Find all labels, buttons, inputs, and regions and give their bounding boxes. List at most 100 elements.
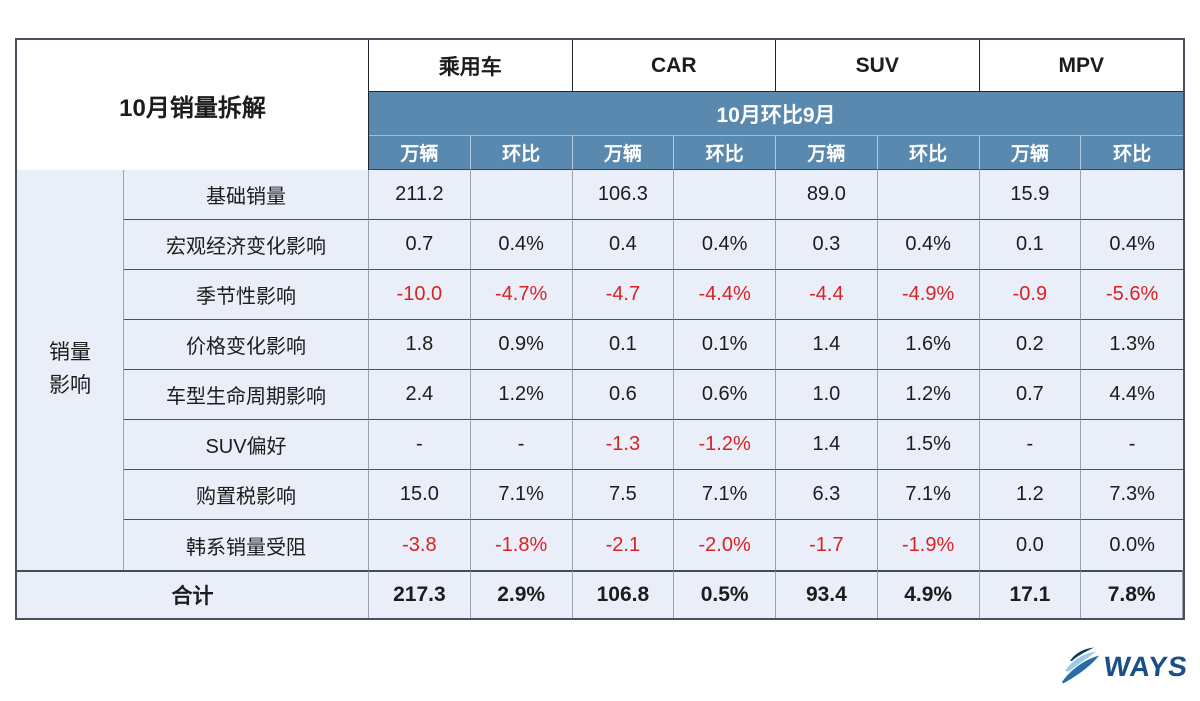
- value-cell: 1.6%: [877, 320, 980, 370]
- value-cell: 7.3%: [1081, 470, 1183, 520]
- sub-header-mom: 环比: [877, 136, 980, 170]
- row-group-label-line: 销量: [49, 341, 91, 365]
- value-cell: 211.2: [369, 170, 471, 220]
- value-cell: -1.7: [776, 520, 878, 570]
- value-cell: 0.6: [572, 370, 675, 420]
- value-cell: 0.3: [776, 220, 878, 270]
- value-cell: 6.3: [776, 470, 878, 520]
- value-cell: -2.1: [572, 520, 675, 570]
- value-cell: -1.9%: [877, 520, 980, 570]
- value-cell: 0.4%: [877, 220, 980, 270]
- value-cell: 0.9%: [470, 320, 573, 370]
- value-cell: 1.5%: [877, 420, 980, 470]
- column-group-mpv: MPV: [979, 40, 1183, 92]
- value-cell: 1.2%: [877, 370, 980, 420]
- ways-swoosh-icon: [1062, 647, 1100, 684]
- row-label: 购置税影响: [124, 470, 369, 520]
- value-cell: 1.2%: [470, 370, 573, 420]
- value-cell: -: [369, 420, 471, 470]
- total-value-cell: 17.1: [979, 570, 1082, 618]
- value-cell: -: [979, 420, 1082, 470]
- value-cell: -4.4: [776, 270, 878, 320]
- value-cell: -: [1081, 420, 1183, 470]
- row-label: 价格变化影响: [124, 320, 369, 370]
- value-cell: -10.0: [369, 270, 471, 320]
- total-value-cell: 106.8: [572, 570, 675, 618]
- value-cell: 0.7: [979, 370, 1082, 420]
- total-value-cell: 0.5%: [674, 570, 776, 618]
- column-group-car: CAR: [572, 40, 776, 92]
- value-cell: 2.4: [369, 370, 471, 420]
- row-label: SUV偏好: [124, 420, 369, 470]
- value-cell: -5.6%: [1081, 270, 1183, 320]
- value-cell: -1.2%: [674, 420, 776, 470]
- value-cell: 0.2: [979, 320, 1082, 370]
- sales-table: 10月销量拆解 乘用车 CAR SUV MPV 10月环比9月 万辆 环比 万辆…: [15, 38, 1185, 620]
- value-cell: 15.9: [979, 170, 1082, 220]
- value-cell: 0.4: [572, 220, 675, 270]
- sub-header-mom: 环比: [674, 136, 776, 170]
- table-title: 10月销量拆解: [17, 40, 369, 170]
- sub-header-units: 万辆: [369, 136, 471, 170]
- value-cell: -: [470, 420, 573, 470]
- row-label: 基础销量: [124, 170, 369, 220]
- value-cell: 1.3%: [1081, 320, 1183, 370]
- value-cell: 15.0: [369, 470, 471, 520]
- value-cell: 7.1%: [470, 470, 573, 520]
- value-cell: 0.7: [369, 220, 471, 270]
- column-group-suv: SUV: [776, 40, 980, 92]
- value-cell: 7.1%: [674, 470, 776, 520]
- sub-header-mom: 环比: [1081, 136, 1183, 170]
- total-value-cell: 4.9%: [877, 570, 980, 618]
- row-group-label-line: 影响: [49, 374, 91, 397]
- sub-header-units: 万辆: [572, 136, 675, 170]
- value-cell: [674, 170, 776, 220]
- value-cell: 0.1: [572, 320, 675, 370]
- value-cell: -4.4%: [674, 270, 776, 320]
- ways-logo: WAYS: [1061, 644, 1190, 690]
- sales-breakdown-table-wrap: 10月销量拆解 乘用车 CAR SUV MPV 10月环比9月 万辆 环比 万辆…: [15, 38, 1185, 620]
- value-cell: 1.4: [776, 420, 878, 470]
- value-cell: -4.9%: [877, 270, 980, 320]
- value-cell: 0.1: [979, 220, 1082, 270]
- value-cell: 0.4%: [470, 220, 573, 270]
- row-group-label-sales-impact: 销量 影响: [17, 170, 124, 570]
- value-cell: 1.4: [776, 320, 878, 370]
- value-cell: 7.5: [572, 470, 675, 520]
- value-cell: 4.4%: [1081, 370, 1183, 420]
- ways-logo-text: WAYS: [1102, 651, 1190, 682]
- value-cell: 0.0: [979, 520, 1082, 570]
- sub-header-mom: 环比: [470, 136, 573, 170]
- value-cell: [1081, 170, 1183, 220]
- value-cell: -1.3: [572, 420, 675, 470]
- value-cell: 0.4%: [1081, 220, 1183, 270]
- total-value-cell: 217.3: [369, 570, 471, 618]
- band-header-mom: 10月环比9月: [369, 92, 1183, 136]
- value-cell: [470, 170, 573, 220]
- value-cell: 0.4%: [674, 220, 776, 270]
- value-cell: 0.6%: [674, 370, 776, 420]
- total-value-cell: 2.9%: [470, 570, 573, 618]
- value-cell: -4.7: [572, 270, 675, 320]
- total-value-cell: 7.8%: [1081, 570, 1183, 618]
- value-cell: -4.7%: [470, 270, 573, 320]
- row-label: 季节性影响: [124, 270, 369, 320]
- value-cell: [877, 170, 980, 220]
- value-cell: -2.0%: [674, 520, 776, 570]
- row-label: 韩系销量受阻: [124, 520, 369, 570]
- value-cell: 1.8: [369, 320, 471, 370]
- value-cell: -1.8%: [470, 520, 573, 570]
- value-cell: 0.1%: [674, 320, 776, 370]
- sub-header-units: 万辆: [776, 136, 878, 170]
- row-label: 宏观经济变化影响: [124, 220, 369, 270]
- value-cell: 1.0: [776, 370, 878, 420]
- value-cell: 1.2: [979, 470, 1082, 520]
- total-value-cell: 93.4: [776, 570, 878, 618]
- value-cell: -3.8: [369, 520, 471, 570]
- column-group-passenger-vehicle: 乘用车: [369, 40, 573, 92]
- value-cell: 7.1%: [877, 470, 980, 520]
- sub-header-units: 万辆: [979, 136, 1082, 170]
- row-label: 车型生命周期影响: [124, 370, 369, 420]
- value-cell: 106.3: [572, 170, 675, 220]
- value-cell: 0.0%: [1081, 520, 1183, 570]
